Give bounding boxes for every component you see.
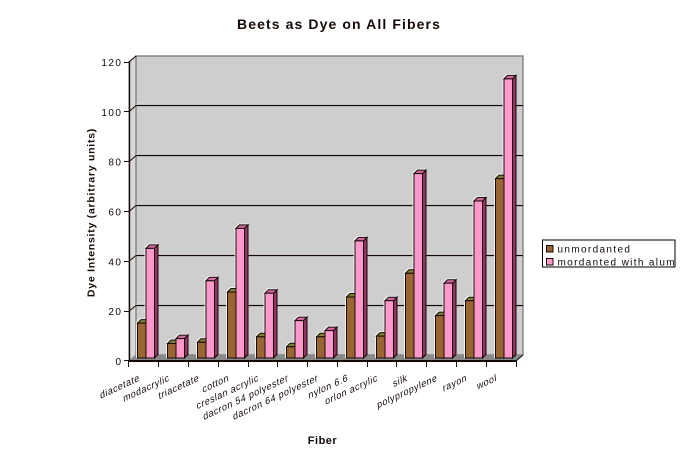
svg-text:0: 0	[115, 357, 122, 368]
svg-text:Beets as Dye on All Fibers: Beets as Dye on All Fibers	[237, 16, 441, 32]
svg-text:Fiber: Fiber	[308, 435, 338, 447]
svg-text:20: 20	[108, 307, 122, 318]
svg-text:60: 60	[108, 208, 122, 219]
svg-text:120: 120	[101, 58, 122, 69]
svg-text:40: 40	[108, 257, 122, 268]
svg-text:mordanted with alum: mordanted with alum	[558, 257, 676, 268]
svg-text:Dye Intensity (arbitrary units: Dye Intensity (arbitrary units)	[86, 128, 98, 297]
svg-text:unmordanted: unmordanted	[558, 244, 632, 255]
svg-text:100: 100	[101, 108, 122, 119]
svg-text:80: 80	[108, 158, 122, 169]
